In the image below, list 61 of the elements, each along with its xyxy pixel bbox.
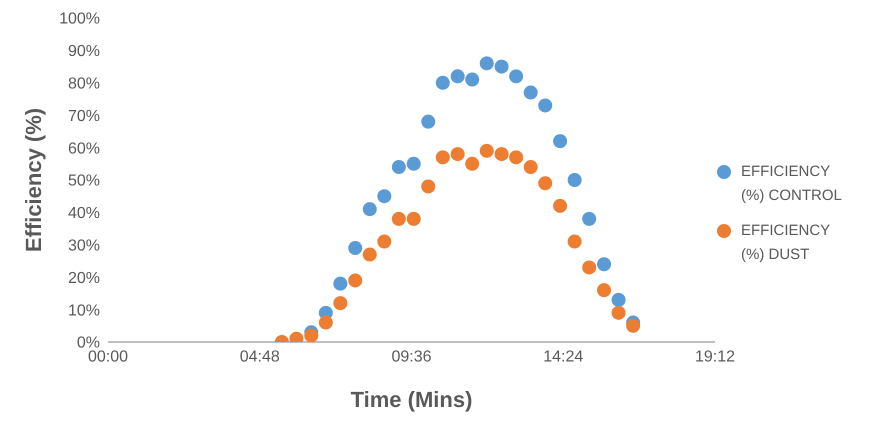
point xyxy=(582,260,596,274)
point xyxy=(553,198,568,213)
point xyxy=(612,306,626,320)
y-tick-label: 100% xyxy=(59,10,100,28)
y-tick-label: 60% xyxy=(68,140,100,158)
point xyxy=(362,202,377,216)
y-tick-label: 30% xyxy=(68,237,100,254)
point xyxy=(553,134,568,148)
point xyxy=(421,179,436,194)
point xyxy=(406,156,421,171)
x-tick-label: 14:24 xyxy=(543,348,584,366)
point xyxy=(509,150,524,164)
point xyxy=(362,248,377,262)
point xyxy=(333,276,348,291)
point xyxy=(480,56,494,70)
point xyxy=(582,212,596,226)
point xyxy=(465,156,480,171)
point xyxy=(377,189,392,204)
point xyxy=(377,234,392,249)
y-tick-label: 40% xyxy=(68,205,100,222)
point xyxy=(494,60,509,74)
point xyxy=(436,150,450,164)
y-tick-label: 70% xyxy=(68,108,100,125)
point xyxy=(538,176,552,190)
x-tick-label: 04:48 xyxy=(240,348,280,366)
point xyxy=(568,234,582,249)
y-axis-title: Efficiency (%) xyxy=(20,108,46,252)
point xyxy=(494,147,509,162)
point xyxy=(568,173,582,187)
point xyxy=(597,257,612,272)
point xyxy=(304,328,318,342)
x-tick-label: 09:36 xyxy=(391,348,432,366)
legend-label: EFFICIENCY (%) CONTROL xyxy=(741,162,843,206)
point xyxy=(333,296,348,310)
point xyxy=(450,147,465,162)
y-tick-label: 90% xyxy=(68,43,100,60)
point xyxy=(392,160,406,174)
point xyxy=(406,212,421,226)
y-tick-label: 50% xyxy=(68,172,100,190)
x-axis-title: Time (Mins) xyxy=(350,387,472,412)
point xyxy=(626,318,640,333)
point xyxy=(348,241,362,256)
point xyxy=(348,273,362,288)
point xyxy=(524,160,538,174)
point xyxy=(318,316,333,330)
point xyxy=(538,98,552,112)
point xyxy=(612,292,626,307)
point xyxy=(392,212,406,226)
point xyxy=(436,76,450,90)
point xyxy=(421,114,436,129)
y-tick-label: 20% xyxy=(68,270,100,287)
y-tick-label: 10% xyxy=(68,302,100,320)
point xyxy=(509,69,524,84)
point xyxy=(480,144,494,158)
point xyxy=(597,283,612,298)
point xyxy=(465,72,480,87)
y-tick-label: 80% xyxy=(68,75,100,92)
legend-label: EFFICIENCY (%) DUST xyxy=(741,221,831,265)
x-tick-label: 19:12 xyxy=(694,348,736,366)
point xyxy=(524,86,538,100)
point xyxy=(450,69,465,84)
